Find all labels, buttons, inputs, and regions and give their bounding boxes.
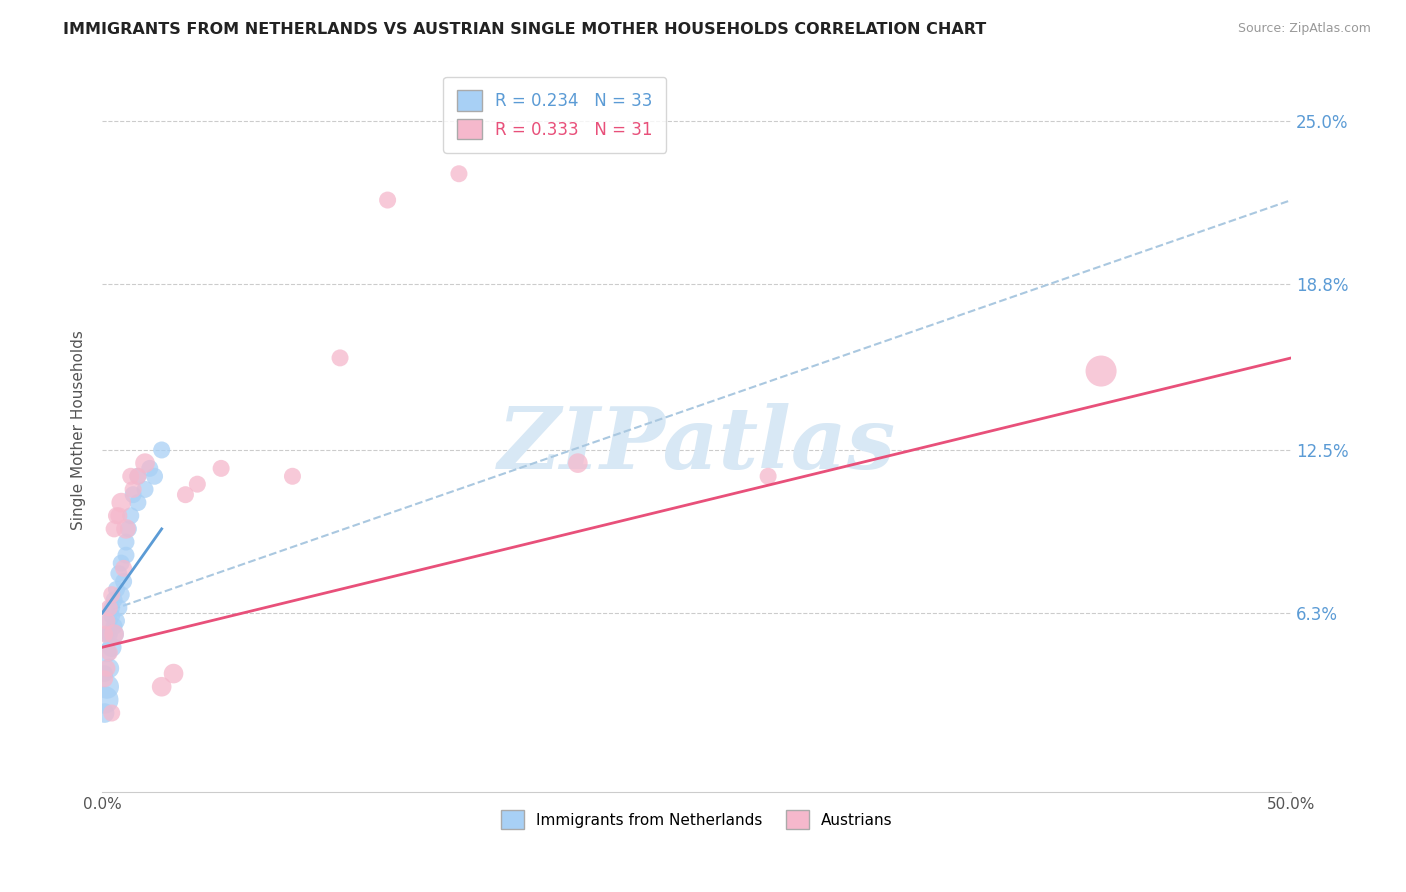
Point xyxy=(117,522,139,536)
Y-axis label: Single Mother Households: Single Mother Households xyxy=(72,330,86,530)
Point xyxy=(120,508,142,523)
Point xyxy=(103,593,125,607)
Point xyxy=(96,680,118,694)
Point xyxy=(110,588,132,602)
Point xyxy=(209,461,232,475)
Point xyxy=(281,469,304,483)
Point xyxy=(105,614,128,628)
Point xyxy=(150,442,173,457)
Point xyxy=(100,588,122,602)
Point xyxy=(96,646,118,660)
Point xyxy=(139,461,162,475)
Point xyxy=(98,661,121,675)
Point xyxy=(115,548,138,562)
Point xyxy=(122,483,145,497)
Point xyxy=(93,672,115,686)
Point xyxy=(143,469,166,483)
Point xyxy=(96,627,118,641)
Point xyxy=(100,640,122,655)
Point xyxy=(174,488,197,502)
Point xyxy=(110,495,132,509)
Point xyxy=(100,608,122,623)
Point xyxy=(108,508,131,523)
Point xyxy=(567,456,589,470)
Point xyxy=(103,627,125,641)
Point xyxy=(98,600,121,615)
Point xyxy=(105,508,128,523)
Point xyxy=(96,661,118,675)
Point xyxy=(127,469,149,483)
Point xyxy=(98,614,121,628)
Point xyxy=(329,351,352,365)
Point xyxy=(115,535,138,549)
Point xyxy=(122,488,145,502)
Point xyxy=(115,522,138,536)
Point xyxy=(162,666,184,681)
Point xyxy=(108,566,131,581)
Point xyxy=(93,693,115,707)
Text: ZIPatlas: ZIPatlas xyxy=(498,403,896,486)
Point xyxy=(186,477,208,491)
Point xyxy=(120,469,142,483)
Point xyxy=(103,522,125,536)
Point xyxy=(377,193,399,207)
Point xyxy=(127,495,149,509)
Point xyxy=(103,627,125,641)
Point xyxy=(96,614,118,628)
Point xyxy=(93,706,115,720)
Point xyxy=(93,666,115,681)
Point xyxy=(134,456,156,470)
Point xyxy=(112,561,135,575)
Point xyxy=(110,556,132,570)
Point xyxy=(134,483,156,497)
Point xyxy=(98,627,121,641)
Text: IMMIGRANTS FROM NETHERLANDS VS AUSTRIAN SINGLE MOTHER HOUSEHOLDS CORRELATION CHA: IMMIGRANTS FROM NETHERLANDS VS AUSTRIAN … xyxy=(63,22,987,37)
Point xyxy=(100,706,122,720)
Point xyxy=(447,167,470,181)
Text: Source: ZipAtlas.com: Source: ZipAtlas.com xyxy=(1237,22,1371,36)
Point xyxy=(93,627,115,641)
Point xyxy=(1090,364,1112,378)
Point xyxy=(127,469,149,483)
Point xyxy=(100,600,122,615)
Legend: Immigrants from Netherlands, Austrians: Immigrants from Netherlands, Austrians xyxy=(495,804,898,835)
Point xyxy=(108,600,131,615)
Point xyxy=(103,619,125,633)
Point xyxy=(112,574,135,589)
Point xyxy=(756,469,779,483)
Point xyxy=(150,680,173,694)
Point xyxy=(105,582,128,597)
Point xyxy=(98,646,121,660)
